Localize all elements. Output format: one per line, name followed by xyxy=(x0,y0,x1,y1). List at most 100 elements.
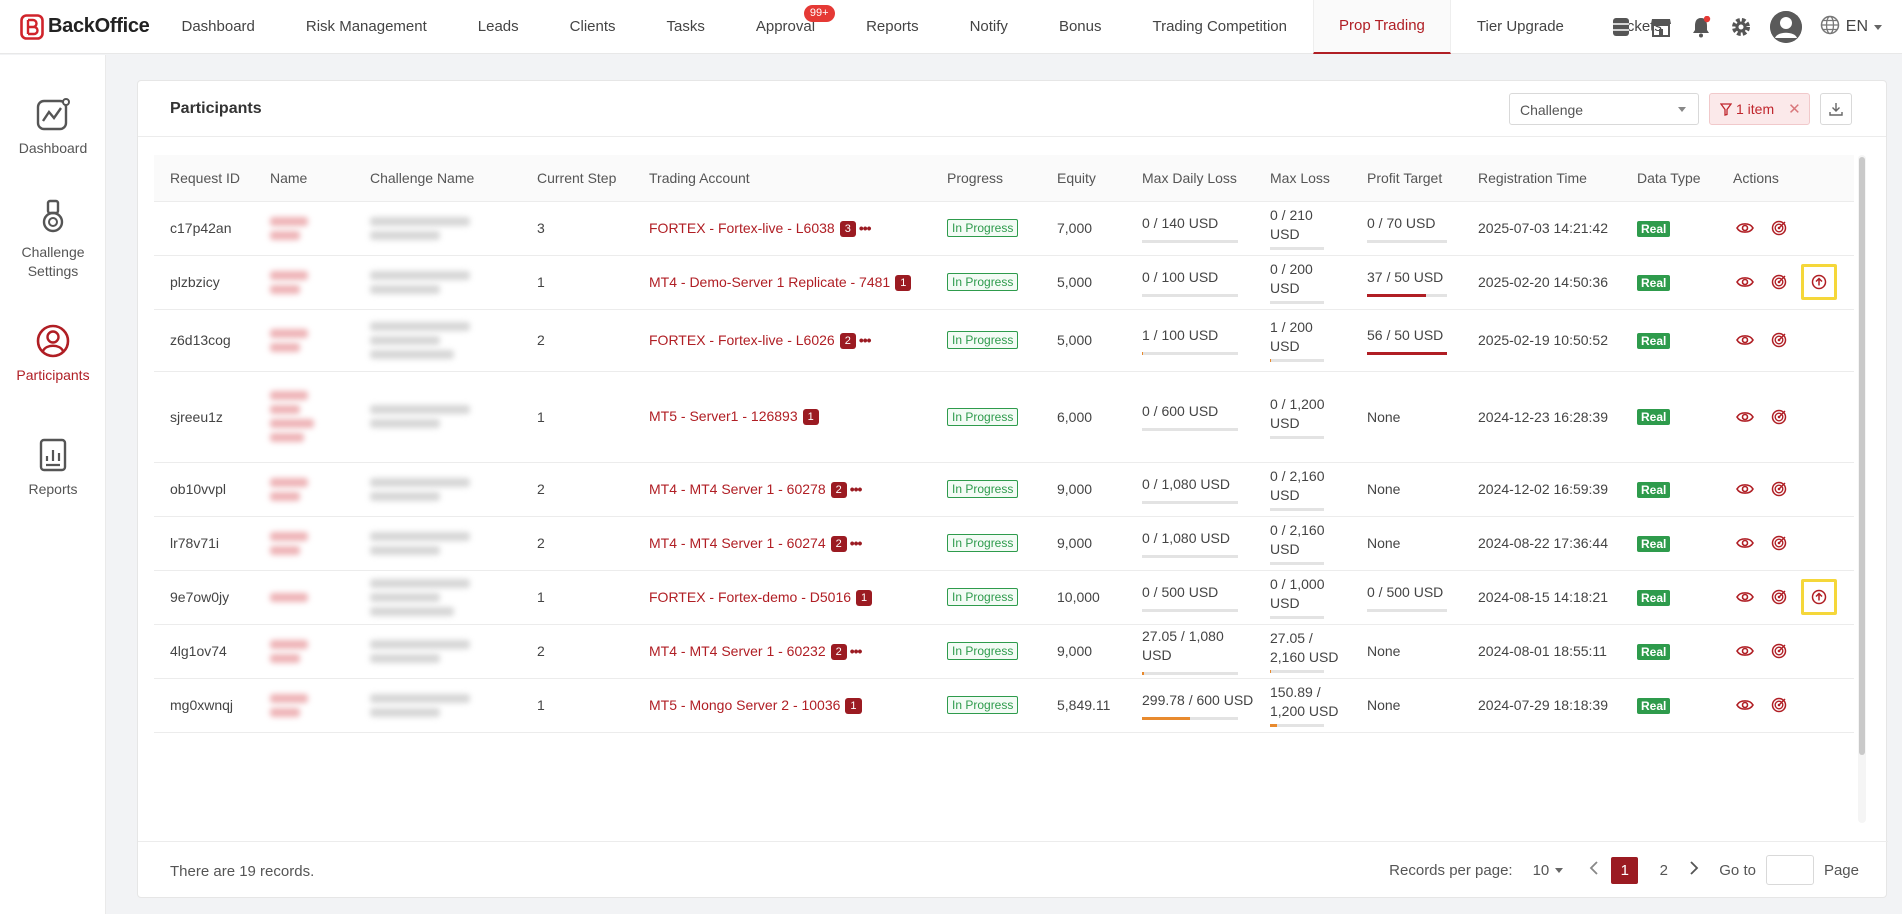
column-header: Progress xyxy=(931,155,1041,202)
participant-name xyxy=(254,570,354,625)
chevron-left-icon xyxy=(1589,861,1598,875)
target-button[interactable] xyxy=(1767,477,1791,501)
next-page-button[interactable] xyxy=(1683,861,1705,879)
status-badge: In Progress xyxy=(947,534,1019,552)
logo[interactable]: BackOffice xyxy=(20,13,156,40)
redacted-text xyxy=(270,491,300,501)
trading-account-link[interactable]: FORTEX - Fortex-live - L6038 xyxy=(649,219,835,236)
gear-icon[interactable] xyxy=(1730,16,1752,38)
target-button[interactable] xyxy=(1767,693,1791,717)
trading-account-link[interactable]: MT4 - MT4 Server 1 - 60274 xyxy=(649,534,826,551)
data-type-badge: Real xyxy=(1637,643,1671,660)
trading-account-link[interactable]: MT4 - MT4 Server 1 - 60232 xyxy=(649,642,826,659)
trading-account-link[interactable]: MT4 - Demo-Server 1 Replicate - 7481 xyxy=(649,273,891,290)
participant-name xyxy=(254,371,354,463)
more-icon[interactable]: ••• xyxy=(858,331,872,348)
view-button[interactable] xyxy=(1733,270,1757,294)
max-loss: 0 / 2,160 USD xyxy=(1254,516,1351,571)
target-button[interactable] xyxy=(1767,639,1791,663)
more-icon[interactable]: ••• xyxy=(849,642,863,659)
redacted-text xyxy=(270,531,308,541)
card-footer: There are 19 records. Records per page: … xyxy=(138,841,1888,899)
page-button[interactable]: 2 xyxy=(1659,861,1668,879)
trading-account-cell: MT4 - MT4 Server 1 - 60278 2 ••• xyxy=(633,462,931,517)
target-icon xyxy=(1771,643,1787,659)
bell-icon[interactable] xyxy=(1690,16,1712,38)
current-step: 2 xyxy=(521,462,633,517)
progress-cell: In Progress xyxy=(931,371,1041,463)
page-button[interactable]: 1 xyxy=(1611,856,1639,884)
eye-icon xyxy=(1736,277,1754,287)
upgrade-button[interactable] xyxy=(1801,579,1837,615)
view-button[interactable] xyxy=(1733,531,1757,555)
request-id: sjreeu1z xyxy=(154,371,254,463)
target-button[interactable] xyxy=(1767,270,1791,294)
target-button[interactable] xyxy=(1767,585,1791,609)
equity: 5,849.11 xyxy=(1041,678,1126,733)
trading-account-link[interactable]: FORTEX - Fortex-demo - D5016 xyxy=(649,588,852,605)
nav-item-tier-upgrade[interactable]: Tier Upgrade xyxy=(1451,0,1589,54)
nav-item-tasks[interactable]: Tasks xyxy=(641,0,730,54)
max-daily-loss-bar-fill xyxy=(1142,716,1190,720)
sidebar-item-dashboard[interactable]: Dashboard xyxy=(0,94,106,156)
redacted-text xyxy=(270,328,308,338)
max-loss-bar xyxy=(1270,301,1324,304)
max-daily-loss: 0 / 500 USD xyxy=(1126,570,1254,625)
trading-account-link[interactable]: FORTEX - Fortex-live - L6026 xyxy=(649,331,835,348)
scrollbar-thumb[interactable] xyxy=(1859,157,1865,755)
max-daily-loss-value: 299.78 / 600 USD xyxy=(1142,691,1254,708)
nav-item-reports[interactable]: Reports xyxy=(841,0,945,54)
nav-item-bonus[interactable]: Bonus xyxy=(1033,0,1127,54)
prev-page-button[interactable] xyxy=(1583,861,1605,879)
nav-item-approval[interactable]: Approval 99+ xyxy=(730,0,840,54)
avatar[interactable] xyxy=(1769,11,1802,43)
more-icon[interactable]: ••• xyxy=(849,534,863,551)
nav-item-prop-trading[interactable]: Prop Trading xyxy=(1312,0,1452,54)
view-button[interactable] xyxy=(1733,477,1757,501)
sidebar-item-reports[interactable]: Reports xyxy=(0,435,106,497)
target-button[interactable] xyxy=(1767,531,1791,555)
challenge-filter-select[interactable]: Challenge xyxy=(1509,93,1699,125)
nav-item-clients[interactable]: Clients xyxy=(544,0,641,54)
database-icon[interactable] xyxy=(1610,16,1632,38)
store-icon[interactable] xyxy=(1650,16,1672,38)
target-button[interactable] xyxy=(1767,405,1791,429)
sidebar-item-challenge-settings[interactable]: Challenge Settings xyxy=(0,197,106,281)
request-id: lr78v71i xyxy=(154,516,254,571)
redacted-text xyxy=(370,578,470,588)
sidebar-item-participants[interactable]: Participants xyxy=(0,321,106,383)
nav-item-trading-competition[interactable]: Trading Competition xyxy=(1127,0,1313,54)
nav-item-risk-management[interactable]: Risk Management xyxy=(280,0,452,54)
view-button[interactable] xyxy=(1733,693,1757,717)
table-scrollbar[interactable] xyxy=(1858,155,1866,823)
per-page-select[interactable]: 10 xyxy=(1533,862,1564,879)
nav-item-label: Approval xyxy=(755,18,816,35)
progress-cell: In Progress xyxy=(931,462,1041,517)
view-button[interactable] xyxy=(1733,216,1757,240)
language-selector[interactable]: EN xyxy=(1820,15,1882,40)
view-button[interactable] xyxy=(1733,405,1757,429)
equity: 5,000 xyxy=(1041,255,1126,310)
upgrade-button[interactable] xyxy=(1801,264,1837,300)
download-button[interactable] xyxy=(1820,93,1852,125)
redacted-text xyxy=(370,405,470,414)
more-icon[interactable]: ••• xyxy=(849,480,863,497)
column-header: Request ID xyxy=(154,155,254,202)
max-loss-line2: USD xyxy=(1270,595,1300,611)
view-button[interactable] xyxy=(1733,639,1757,663)
target-button[interactable] xyxy=(1767,216,1791,240)
close-icon[interactable]: ✕ xyxy=(1788,101,1801,118)
view-button[interactable] xyxy=(1733,585,1757,609)
equity: 9,000 xyxy=(1041,624,1126,679)
trading-account-link[interactable]: MT5 - Server1 - 126893 xyxy=(649,408,798,424)
trading-account-link[interactable]: MT5 - Mongo Server 2 - 10036 xyxy=(649,696,841,713)
more-icon[interactable]: ••• xyxy=(858,219,872,236)
goto-page-input[interactable] xyxy=(1765,855,1814,885)
view-button[interactable] xyxy=(1733,328,1757,352)
trading-account-link[interactable]: MT4 - MT4 Server 1 - 60278 xyxy=(649,480,826,497)
target-button[interactable] xyxy=(1767,328,1791,352)
active-filter-chip[interactable]: 1 item ✕ xyxy=(1709,93,1810,125)
nav-item-leads[interactable]: Leads xyxy=(452,0,544,54)
nav-item-dashboard[interactable]: Dashboard xyxy=(156,0,280,54)
nav-item-notify[interactable]: Notify xyxy=(944,0,1033,54)
